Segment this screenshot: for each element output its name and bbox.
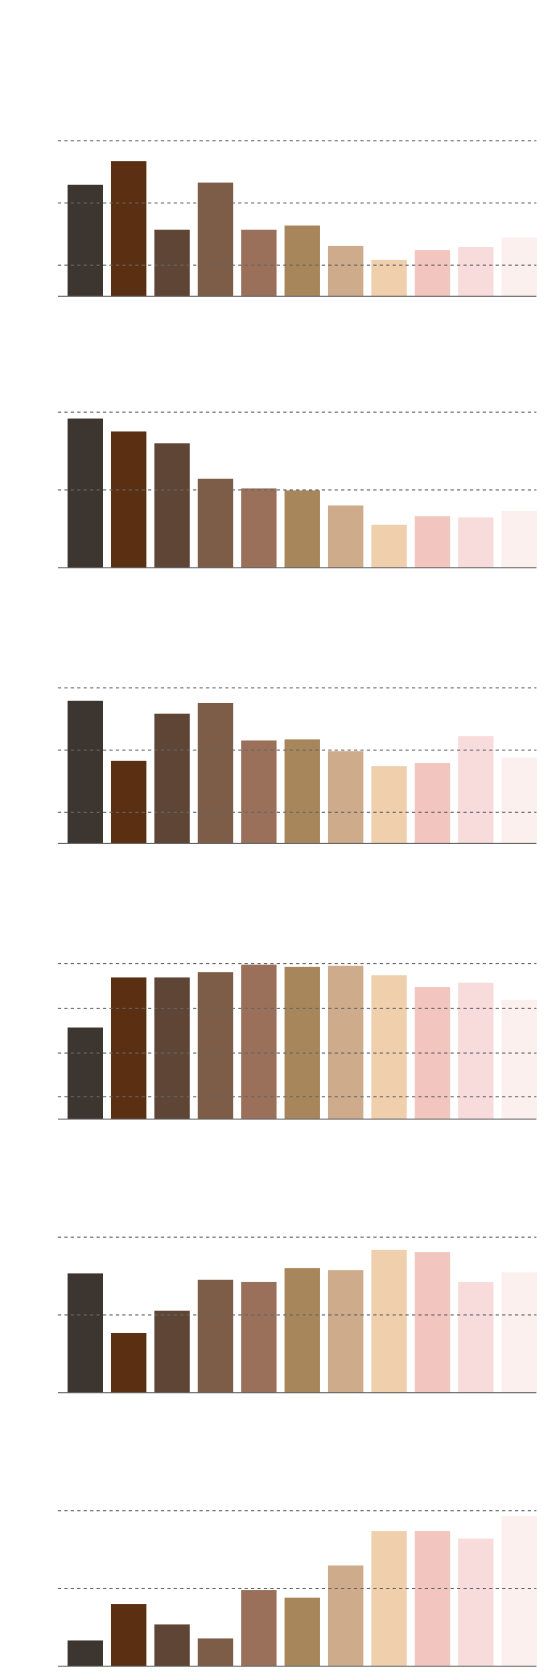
bar <box>414 763 451 844</box>
bar <box>110 431 147 568</box>
bar <box>154 713 190 844</box>
bar <box>67 1273 103 1393</box>
bar <box>110 977 147 1120</box>
bar <box>414 516 451 568</box>
bar <box>458 982 494 1120</box>
bar <box>67 418 103 568</box>
bar <box>371 1531 407 1667</box>
bar <box>501 1516 537 1667</box>
bar <box>241 229 277 297</box>
bar <box>197 1279 234 1393</box>
bar <box>197 478 234 568</box>
bar <box>154 229 190 297</box>
bar <box>414 250 451 297</box>
bar <box>154 1624 190 1667</box>
bar <box>327 1565 364 1667</box>
bar <box>241 488 277 568</box>
bar <box>110 1604 147 1667</box>
bar <box>414 1531 451 1667</box>
bar <box>501 757 537 844</box>
bar <box>371 1249 407 1393</box>
bar <box>110 760 147 844</box>
bar <box>501 237 537 297</box>
bar <box>67 1027 103 1120</box>
bar <box>67 184 103 297</box>
bar <box>458 1538 494 1667</box>
bar <box>154 1310 190 1393</box>
bar <box>327 505 364 568</box>
bar <box>458 1281 494 1393</box>
bar <box>327 245 364 297</box>
bar <box>197 182 234 297</box>
bar <box>197 702 234 844</box>
bar <box>110 161 147 297</box>
bar <box>327 965 364 1120</box>
bar <box>327 1270 364 1393</box>
bar <box>458 517 494 568</box>
bar <box>284 966 320 1120</box>
bar <box>284 1268 320 1393</box>
bar <box>371 975 407 1120</box>
bar <box>241 964 277 1120</box>
bar <box>458 246 494 297</box>
bar <box>241 740 277 844</box>
bar <box>154 443 190 568</box>
bar <box>371 524 407 568</box>
bar <box>284 739 320 844</box>
bar <box>501 999 537 1120</box>
bar <box>110 1332 147 1393</box>
bar <box>501 510 537 568</box>
bar <box>414 1252 451 1393</box>
bar <box>241 1590 277 1667</box>
bar <box>501 1272 537 1393</box>
bar <box>154 977 190 1120</box>
bar <box>371 766 407 844</box>
bar <box>241 1281 277 1393</box>
bar <box>197 1638 234 1667</box>
bar <box>67 1640 103 1667</box>
bar <box>458 736 494 844</box>
bar <box>284 490 320 568</box>
bar <box>67 700 103 844</box>
bar <box>284 225 320 297</box>
bar <box>327 751 364 844</box>
bar <box>284 1597 320 1667</box>
bar <box>197 972 234 1120</box>
bar <box>371 259 407 297</box>
